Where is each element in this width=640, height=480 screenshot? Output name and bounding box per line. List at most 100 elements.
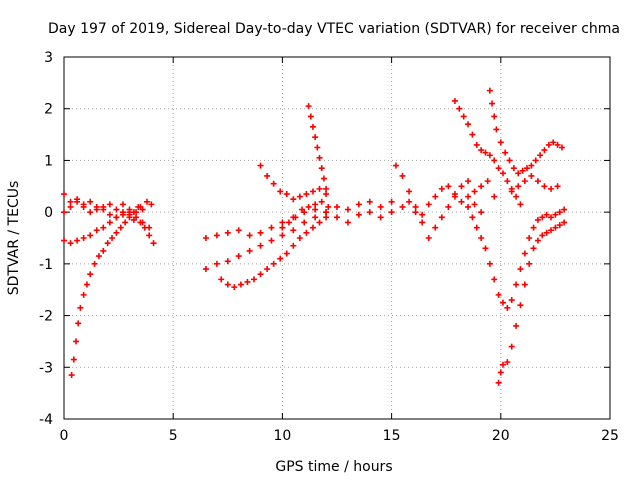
data-point (231, 284, 238, 291)
data-point (323, 214, 330, 221)
data-point (270, 260, 277, 267)
data-point (524, 165, 531, 172)
data-point (521, 281, 528, 288)
data-point (73, 338, 80, 345)
data-point (537, 152, 544, 159)
data-point (495, 165, 502, 172)
data-point (561, 219, 568, 226)
data-point (412, 209, 419, 216)
series-arc-16 (495, 219, 568, 386)
data-point (506, 157, 513, 164)
series-arc-7 (218, 214, 330, 291)
data-point (296, 193, 303, 200)
data-point (299, 206, 306, 213)
data-point (268, 237, 275, 244)
data-point (465, 178, 472, 185)
data-point (543, 229, 550, 236)
data-point (68, 372, 75, 379)
chart-title: Day 197 of 2019, Sidereal Day-to-day VTE… (48, 21, 620, 37)
data-point (554, 183, 561, 190)
data-point (513, 322, 520, 329)
x-tick-label: 15 (383, 428, 401, 444)
data-point (307, 113, 314, 120)
data-point (312, 134, 319, 141)
data-point (495, 291, 502, 298)
data-point (80, 235, 87, 241)
series-arc-3 (61, 209, 153, 247)
data-point (534, 178, 541, 185)
data-point (301, 219, 308, 226)
data-point (554, 141, 561, 148)
series-arc-2 (61, 198, 157, 247)
data-point (268, 224, 275, 231)
data-point (484, 178, 491, 185)
data-point (75, 320, 82, 327)
data-point (499, 361, 506, 368)
data-point (425, 201, 432, 208)
data-point (482, 149, 489, 156)
data-point (344, 219, 351, 226)
data-point (303, 191, 310, 198)
data-point (104, 240, 111, 247)
data-point (543, 211, 550, 218)
data-point (548, 214, 555, 221)
data-point (539, 214, 546, 221)
data-point (318, 198, 325, 205)
data-point (406, 198, 413, 205)
x-tick-label: 10 (273, 428, 291, 444)
data-point (316, 185, 323, 192)
data-point (139, 219, 146, 226)
data-point (530, 245, 537, 252)
data-point (534, 216, 541, 223)
data-point (521, 178, 528, 185)
data-point (548, 227, 555, 234)
data-point (119, 201, 126, 208)
data-point (355, 211, 362, 218)
data-point (257, 229, 264, 236)
data-point (67, 203, 74, 210)
data-point (318, 165, 325, 172)
data-point (70, 356, 77, 363)
data-point (388, 209, 395, 216)
data-point (290, 196, 297, 203)
data-point (399, 203, 406, 210)
data-point (465, 203, 472, 210)
data-point (309, 188, 316, 195)
data-point (344, 206, 351, 213)
data-point (504, 304, 511, 311)
data-point (478, 183, 485, 190)
data-point (521, 250, 528, 257)
data-point (277, 255, 284, 262)
data-point (93, 206, 100, 213)
data-point (473, 141, 480, 148)
data-point (471, 201, 478, 208)
data-point (508, 188, 515, 195)
data-point (515, 170, 522, 177)
data-point (491, 113, 498, 120)
data-point (126, 214, 133, 221)
x-tick-label: 20 (492, 428, 510, 444)
data-point (478, 147, 485, 154)
data-point (323, 209, 330, 216)
data-point (285, 219, 292, 226)
data-point (478, 209, 485, 216)
data-point (465, 121, 472, 128)
data-point (517, 302, 524, 309)
data-point (100, 224, 107, 231)
data-point (495, 379, 502, 386)
data-point (534, 237, 541, 244)
y-tick-label: 1 (44, 153, 53, 169)
data-point (517, 266, 524, 273)
data-point (399, 172, 406, 179)
y-tick-label: -4 (39, 412, 53, 428)
data-point (460, 113, 467, 120)
y-tick-label: -1 (39, 257, 53, 273)
data-point (279, 232, 286, 239)
data-point (556, 222, 563, 229)
data-point (513, 193, 520, 200)
data-point (499, 299, 506, 306)
data-point (235, 227, 242, 234)
data-point (469, 131, 476, 138)
data-point (541, 147, 548, 154)
